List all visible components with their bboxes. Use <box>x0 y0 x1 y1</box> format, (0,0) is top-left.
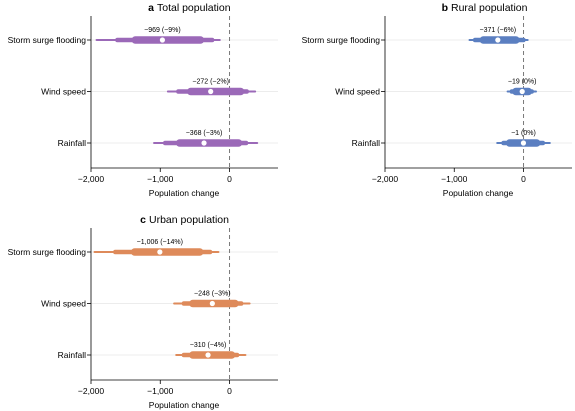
x-tick-label: 0 <box>521 174 526 184</box>
category-label-rainfall: Rainfall <box>352 138 380 148</box>
category-label-storm-surge-flooding: Storm surge flooding <box>8 35 87 45</box>
category-label-rainfall: Rainfall <box>58 350 86 360</box>
panel-a-xlabel: Population change <box>149 188 220 198</box>
x-tick-label: −2,000 <box>78 386 105 396</box>
median-point <box>209 300 215 307</box>
category-label-wind-speed: Wind speed <box>41 87 86 97</box>
panel-rural-population: b Rural population −2,000 −1,000 0 Storm su… <box>302 2 572 198</box>
x-tick-label: 0 <box>227 386 232 396</box>
estimate-label: −19 (0%) <box>508 79 537 86</box>
panel-b-plot: −2,000 −1,000 0 Storm surge flooding −371 (−… <box>302 16 572 184</box>
median-point <box>157 249 163 255</box>
x-tick-label: −1,000 <box>441 174 468 184</box>
x-tick-label: −2,000 <box>372 174 399 184</box>
median-point <box>205 352 211 358</box>
category-label-wind-speed: Wind speed <box>335 87 380 97</box>
panel-a-title: Total population <box>157 2 231 14</box>
x-tick-label: −2,000 <box>78 174 105 184</box>
estimate-label: −371 (−6%) <box>480 27 517 34</box>
estimate-label: −310 (−4%) <box>190 342 227 349</box>
median-point <box>208 88 214 95</box>
panel-c-xlabel: Population change <box>149 400 220 410</box>
panel-c-title: Urban population <box>149 214 229 226</box>
median-point <box>520 140 527 146</box>
category-label-storm-surge-flooding: Storm surge flooding <box>302 35 381 45</box>
panel-b-letter: b <box>442 2 448 14</box>
estimate-label: −248 (−3%) <box>194 291 231 298</box>
estimate-label: −1 (0%) <box>511 130 536 137</box>
panel-b-title: Rural population <box>451 2 528 14</box>
panel-urban-population: c Urban population −2,000 −1,000 0 Storm su… <box>8 214 278 410</box>
panel-total-population: a Total population −2,000 −1,000 0 Storm su… <box>8 2 278 198</box>
estimate-label: −1,006 (−14%) <box>137 239 183 246</box>
median-point <box>159 37 166 43</box>
panel-c-plot: −2,000 −1,000 0 Storm surge flooding −1,006 … <box>8 228 278 396</box>
x-tick-label: −1,000 <box>147 174 174 184</box>
category-label-rainfall: Rainfall <box>58 138 86 148</box>
median-point <box>201 140 207 146</box>
panel-a-plot: −2,000 −1,000 0 Storm surge flooding −969 (−… <box>8 16 278 184</box>
estimate-label: −368 (−3%) <box>186 130 223 137</box>
panel-a-letter: a <box>148 2 154 14</box>
x-tick-label: 0 <box>227 174 232 184</box>
category-label-wind-speed: Wind speed <box>41 299 86 309</box>
category-label-storm-surge-flooding: Storm surge flooding <box>8 247 87 257</box>
median-point <box>495 37 501 43</box>
panel-b-xlabel: Population change <box>443 188 514 198</box>
median-point <box>519 88 525 95</box>
estimate-label: −969 (−9%) <box>144 27 181 34</box>
x-tick-label: −1,000 <box>147 386 174 396</box>
panel-c-letter: c <box>140 214 146 226</box>
estimate-label: −272 (−2%) <box>192 79 229 86</box>
